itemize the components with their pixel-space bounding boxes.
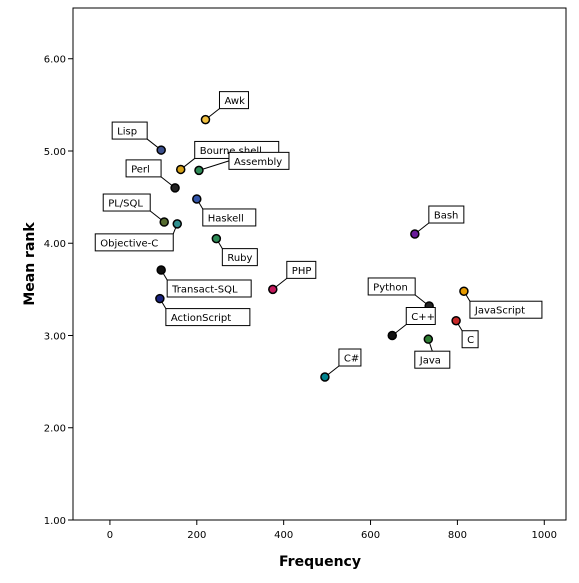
label-leader-line xyxy=(198,160,230,171)
data-point xyxy=(459,286,469,296)
point-label: ActionScript xyxy=(171,313,231,324)
point-label: PL/SQL xyxy=(108,199,143,210)
point-label: C++ xyxy=(411,312,435,323)
x-tick-label: 400 xyxy=(274,530,293,541)
point-label: C# xyxy=(344,354,359,365)
point-label-box xyxy=(166,279,252,298)
point-label: Transact-SQL xyxy=(171,284,238,295)
point-label: Assembly xyxy=(234,157,282,168)
point-label: Lisp xyxy=(117,127,137,138)
x-tick-label: 600 xyxy=(361,530,380,541)
point-label: JavaScript xyxy=(474,306,525,317)
data-point xyxy=(170,183,180,193)
y-axis-title: Mean rank xyxy=(22,222,38,306)
data-point xyxy=(410,229,420,239)
data-point xyxy=(156,145,166,155)
point-label-box xyxy=(102,193,151,212)
data-point xyxy=(194,165,204,176)
data-point xyxy=(268,284,278,295)
data-point xyxy=(175,164,186,175)
point-label-box xyxy=(165,308,251,327)
point-label-box xyxy=(94,233,174,252)
point-label-box xyxy=(414,350,451,369)
point-label-box xyxy=(405,306,436,325)
data-point xyxy=(200,114,211,125)
data-point xyxy=(320,372,330,382)
point-label: Haskell xyxy=(208,213,244,224)
point-label: Bash xyxy=(434,211,459,222)
point-label-box xyxy=(338,348,362,367)
point-label: Python xyxy=(373,282,408,293)
x-tick-label: 0 xyxy=(107,530,113,541)
y-tick-label: 6.00 xyxy=(44,55,66,66)
point-label: Ruby xyxy=(227,253,252,264)
data-point xyxy=(172,219,182,229)
point-label: PHP xyxy=(292,266,312,277)
point-label-box xyxy=(286,260,317,279)
point-label: Bourne shell xyxy=(200,146,262,157)
y-tick-label: 3.00 xyxy=(44,331,66,342)
data-point xyxy=(155,293,165,304)
y-tick-label: 4.00 xyxy=(44,239,66,250)
point-label-box xyxy=(367,277,416,296)
point-label: Awk xyxy=(224,96,245,107)
data-point xyxy=(159,217,169,227)
point-label-box xyxy=(218,91,249,110)
y-tick-label: 5.00 xyxy=(44,147,66,158)
plot-area xyxy=(72,7,567,521)
point-label: Perl xyxy=(131,164,150,175)
data-point xyxy=(211,233,222,244)
point-label-box xyxy=(428,205,465,224)
point-label-box xyxy=(221,248,258,267)
x-tick-label: 1000 xyxy=(532,530,557,541)
data-point xyxy=(192,194,202,204)
point-label: Objective-C xyxy=(100,238,158,249)
point-label-box xyxy=(228,151,290,170)
point-label-box xyxy=(111,121,148,140)
point-label: Java xyxy=(419,356,441,367)
point-label-box xyxy=(469,300,543,319)
data-point xyxy=(423,334,434,344)
point-label-box xyxy=(461,330,479,349)
data-point xyxy=(451,315,461,326)
x-axis-title: Frequency xyxy=(279,554,361,570)
y-tick-label: 1.00 xyxy=(44,516,66,527)
x-tick-label: 800 xyxy=(448,530,467,541)
data-point xyxy=(387,330,398,341)
axis-ticks: 0 200 400 600 800 1000 1.00 2.00 3.00 4.00 5.00 6.0… xyxy=(44,55,557,541)
data-point xyxy=(156,265,166,275)
point-label-box xyxy=(202,208,257,227)
x-tick-label: 200 xyxy=(187,530,206,541)
point-label-box xyxy=(125,159,162,178)
point-label: C xyxy=(467,335,474,346)
y-tick-label: 2.00 xyxy=(44,424,66,435)
